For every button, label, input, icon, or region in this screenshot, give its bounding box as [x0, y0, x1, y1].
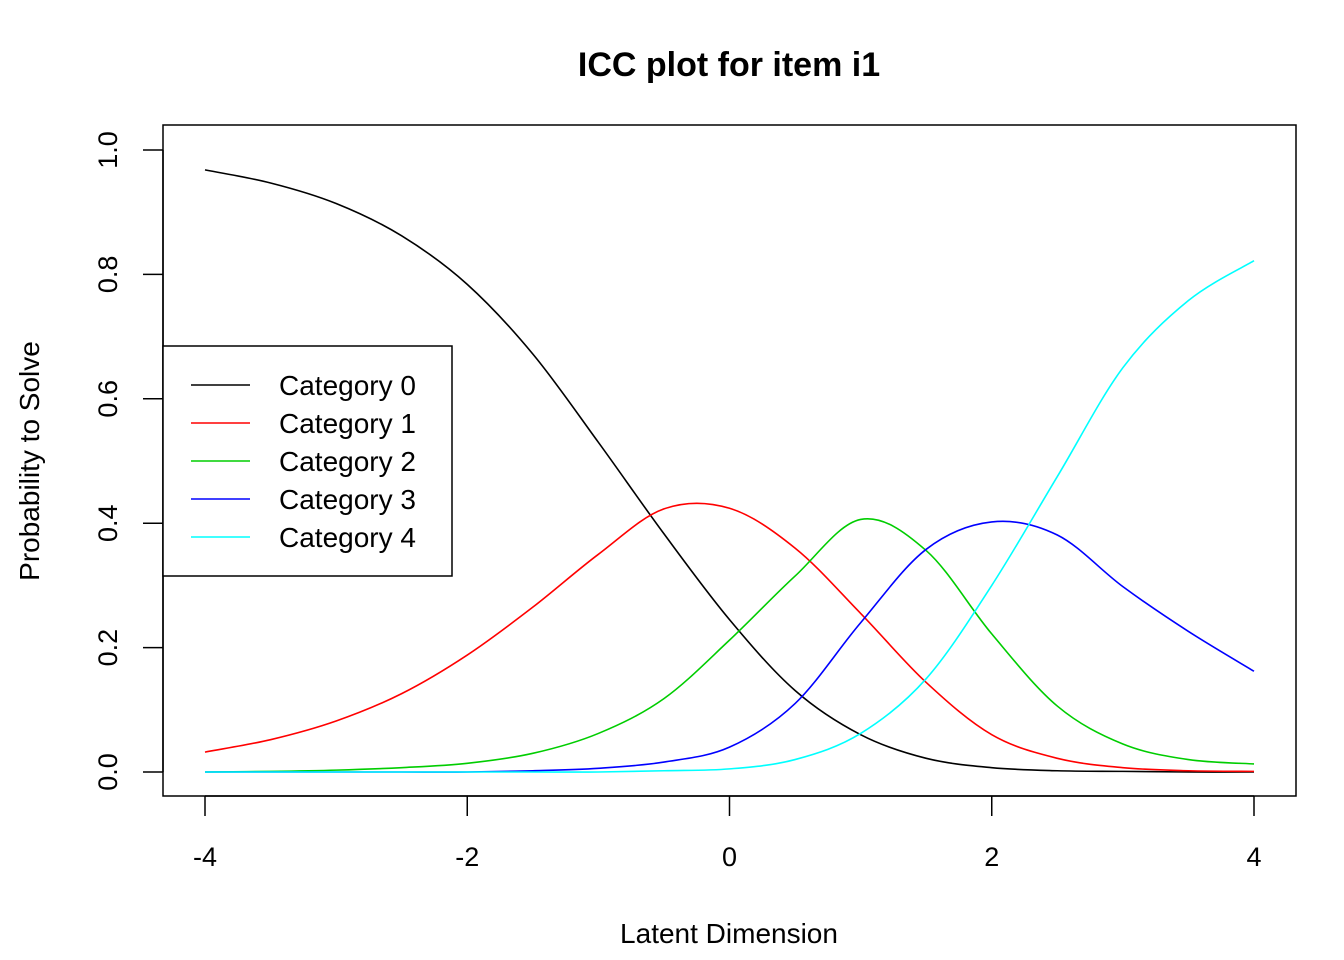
series-lines [204, 169, 1255, 773]
legend-label: Category 1 [279, 408, 416, 439]
legend-label: Category 3 [279, 484, 416, 515]
y-tick-label: 0.8 [93, 256, 123, 294]
y-tick-label: 0.6 [93, 380, 123, 418]
y-tick-label: 1.0 [93, 131, 123, 169]
x-tick-label: 4 [1246, 842, 1261, 872]
y-tick-label: 0.4 [93, 504, 123, 542]
series-line-category-4 [205, 260, 1255, 773]
legend: Category 0 Category 1 Category 2 Category 3… [162, 345, 453, 577]
y-axis-label: Probability to Solve [14, 341, 45, 581]
x-tick-label: 2 [984, 842, 999, 872]
legend-label: Category 0 [279, 370, 416, 401]
x-axis-label: Latent Dimension [620, 918, 838, 949]
chart-title: ICC plot for item i1 [578, 46, 880, 84]
y-tick-label: 0.0 [93, 753, 123, 791]
legend-label: Category 2 [279, 446, 416, 477]
y-axis: 0.0 0.2 0.4 0.6 0.8 1.0 [93, 131, 164, 791]
y-tick-label: 0.2 [93, 629, 123, 667]
x-tick-label: -4 [193, 842, 217, 872]
x-tick-label: 0 [722, 842, 737, 872]
legend-label: Category 4 [279, 522, 416, 553]
series-line-category-1 [204, 502, 1255, 773]
series-line-category-2 [204, 517, 1255, 773]
x-tick-label: -2 [455, 842, 479, 872]
x-axis: -4 -2 0 2 4 [193, 795, 1262, 872]
series-line-category-0 [204, 169, 1255, 773]
